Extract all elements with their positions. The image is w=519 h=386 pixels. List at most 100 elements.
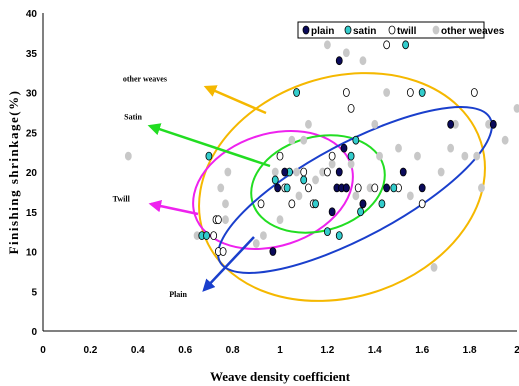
arrow-satin — [147, 123, 271, 168]
point-twill — [214, 215, 222, 225]
y-tick-label: 25 — [26, 128, 38, 139]
point-other-weaves — [222, 199, 229, 209]
data-points — [124, 40, 519, 272]
x-tick-label: 1.4 — [368, 345, 382, 356]
point-other-weaves — [293, 167, 300, 177]
point-plain — [418, 183, 426, 193]
point-other-weaves — [342, 48, 350, 58]
point-other-weaves — [224, 167, 232, 177]
ellipse-satin — [250, 134, 386, 234]
y-tick-labels: 0 5 10 15 20 25 30 35 40 — [26, 9, 38, 338]
point-satin — [271, 175, 279, 185]
point-other-weaves — [406, 191, 414, 201]
arrow-plain — [202, 236, 255, 292]
point-other-weaves — [305, 119, 312, 129]
legend-label-twill: twill — [397, 26, 417, 37]
point-other-weaves — [352, 191, 360, 201]
point-other-weaves — [124, 151, 132, 161]
point-twill — [470, 88, 478, 97]
point-plain — [335, 56, 343, 66]
point-other-weaves — [288, 135, 296, 145]
legend-marker-other-weaves — [432, 25, 440, 35]
point-plain — [489, 119, 497, 129]
point-twill — [257, 199, 265, 209]
x-tick-label: 0.6 — [178, 345, 192, 356]
point-other-weaves — [376, 151, 383, 161]
point-other-weaves — [323, 40, 331, 50]
point-plain — [281, 167, 289, 177]
point-other-weaves — [447, 143, 455, 153]
legend: plain satin twill other weaves — [297, 21, 505, 39]
point-satin — [335, 231, 343, 241]
point-twill — [328, 151, 336, 161]
y-tick-label: 35 — [26, 49, 38, 60]
annotation-arrows — [147, 85, 271, 292]
point-other-weaves — [271, 167, 279, 177]
y-tick-label: 40 — [26, 9, 38, 20]
x-tick-label: 1.6 — [415, 345, 429, 356]
point-satin — [352, 135, 360, 145]
point-twill — [288, 199, 296, 209]
point-satin — [357, 207, 364, 217]
point-plain — [383, 183, 391, 193]
point-other-weaves — [383, 88, 391, 97]
y-tick-label: 15 — [26, 208, 38, 219]
point-twill — [383, 40, 391, 50]
point-other-weaves — [222, 215, 229, 225]
point-plain — [342, 183, 350, 193]
y-tick-label: 20 — [26, 168, 38, 179]
point-other-weaves — [295, 191, 303, 201]
point-other-weaves — [260, 231, 267, 241]
point-satin — [347, 151, 355, 161]
point-other-weaves — [461, 151, 469, 161]
point-satin — [323, 227, 331, 237]
x-tick-label: 0.4 — [131, 345, 145, 356]
legend-label-satin: satin — [353, 26, 376, 37]
point-other-weaves — [437, 167, 445, 177]
point-other-weaves — [276, 215, 284, 225]
x-tick-label: 2 — [514, 345, 519, 356]
point-twill — [323, 167, 331, 177]
legend-label-plain: plain — [311, 26, 334, 37]
x-tick-label: 0 — [40, 345, 46, 356]
point-twill — [347, 104, 355, 113]
point-other-weaves — [217, 183, 225, 193]
x-tick-label: 1.2 — [320, 345, 334, 356]
point-satin — [418, 88, 426, 97]
point-twill — [342, 88, 350, 97]
ellipse-plain — [217, 106, 493, 274]
point-twill — [300, 167, 308, 177]
point-other-weaves — [252, 239, 260, 248]
x-tick-label: 0.2 — [83, 345, 97, 356]
point-twill — [219, 247, 227, 256]
annotation-satin: Satin — [124, 113, 142, 122]
annotation-labels: other weaves Satin Twill Plain — [113, 74, 188, 298]
annotation-twill: Twill — [113, 194, 131, 203]
point-twill — [210, 231, 218, 241]
x-axis-title: Weave density coefficient — [210, 369, 351, 384]
point-satin — [283, 183, 291, 193]
annotation-other-weaves: other weaves — [123, 74, 167, 83]
point-other-weaves — [501, 135, 509, 145]
point-satin — [205, 151, 213, 161]
axes — [42, 13, 517, 332]
point-plain — [269, 247, 277, 256]
y-tick-label: 5 — [31, 287, 37, 298]
point-twill — [354, 183, 362, 193]
point-plain — [447, 119, 455, 129]
point-twill — [406, 88, 414, 97]
point-twill — [418, 199, 426, 209]
y-tick-label: 30 — [26, 89, 38, 100]
point-plain — [399, 167, 407, 177]
legend-marker-twill — [388, 25, 396, 35]
point-plain — [335, 167, 343, 177]
legend-marker-plain — [302, 25, 310, 35]
x-tick-label: 1 — [277, 345, 283, 356]
point-other-weaves — [300, 135, 308, 145]
point-other-weaves — [371, 119, 379, 129]
point-other-weaves — [473, 151, 481, 161]
point-other-weaves — [414, 151, 421, 161]
arrow-twill — [148, 199, 199, 216]
point-twill — [371, 183, 379, 193]
